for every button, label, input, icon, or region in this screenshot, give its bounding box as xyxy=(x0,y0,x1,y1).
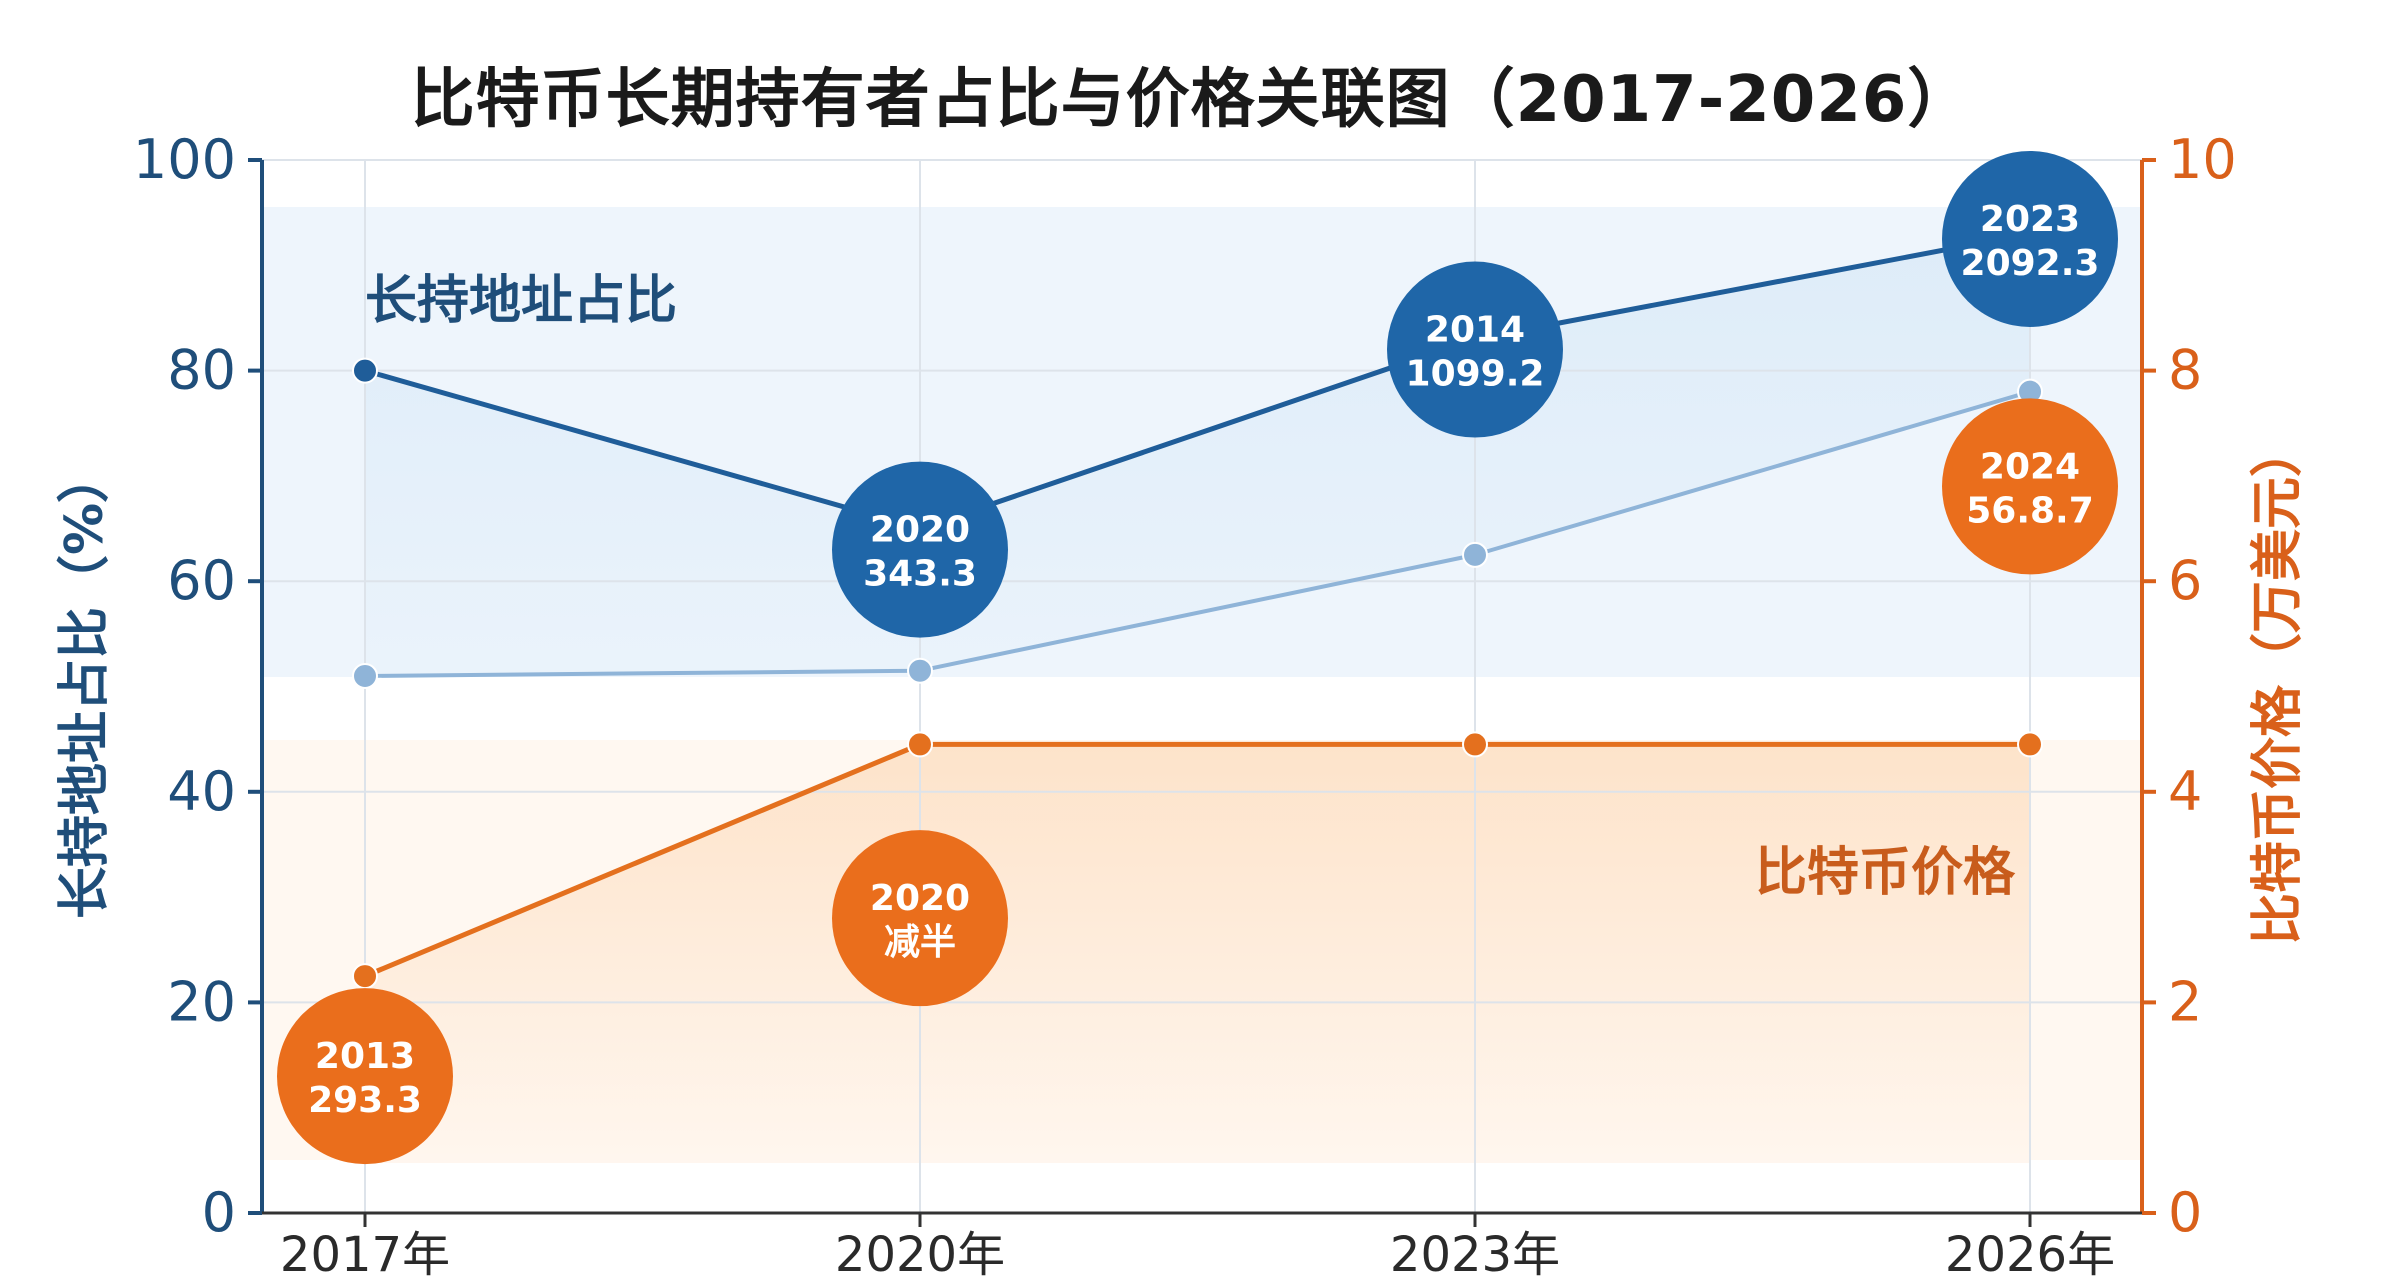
x-tick-label-1: 2020年 xyxy=(835,1227,1005,1279)
series-2-point-3 xyxy=(2017,731,2043,758)
price-area-fill xyxy=(365,744,2030,1163)
annotation-line1-2: 2023 xyxy=(1980,199,2080,240)
annotation-line1-3: 2024 xyxy=(1980,446,2080,487)
chart-title: 比特币长期持有者占比与价格关联图（2017-2026） xyxy=(410,63,1973,137)
share-area-fill xyxy=(365,233,2030,676)
right-axis-label: 比特币价格（万美元） xyxy=(2248,425,2308,945)
annotation-line1-5: 2013 xyxy=(315,1036,415,1077)
x-tick-label-2: 2023年 xyxy=(1390,1227,1560,1279)
annotation-line2-0: 343.3 xyxy=(863,554,977,595)
series-2-point-0 xyxy=(352,963,378,990)
left-tick-label-3: 60 xyxy=(167,549,236,612)
tick-labels: 0 20 40 60 80 100 0 2 4 6 8 10 2017年 2020年 2023年 2026年 xyxy=(133,128,2237,1279)
price-series-label: 比特币价格 xyxy=(1755,843,2016,903)
series-2-point-2 xyxy=(1462,731,1488,758)
series-0-point-0 xyxy=(352,357,378,384)
annotation-bubble-5 xyxy=(277,988,453,1165)
annotation-line2-1: 1099.2 xyxy=(1406,354,1545,395)
series-lines xyxy=(364,231,2031,979)
axes xyxy=(248,158,2156,1227)
series-1-point-2 xyxy=(1462,541,1488,568)
left-tick-label-1: 20 xyxy=(167,970,236,1033)
annotation-line1-4: 2020 xyxy=(870,878,970,919)
annotation-bubble-4 xyxy=(832,830,1008,1007)
x-tick-label-3: 2026年 xyxy=(1945,1227,2115,1279)
right-tick-label-2: 4 xyxy=(2168,760,2202,823)
annotation-bubble-0 xyxy=(832,461,1008,638)
annotation-bubble-3 xyxy=(1942,398,2118,575)
annotation-line2-2: 2092.3 xyxy=(1961,243,2100,284)
left-tick-label-4: 80 xyxy=(167,339,236,402)
left-tick-label-2: 40 xyxy=(167,760,236,823)
series-line-2 xyxy=(364,741,2030,979)
left-tick-label-0: 0 xyxy=(202,1181,236,1244)
right-tick-label-1: 2 xyxy=(2168,970,2202,1033)
annotation-bubbles: 2020343.320141099.220232092.3202456.8.72… xyxy=(277,150,2118,1165)
annotation-line2-4: 减半 xyxy=(884,922,956,963)
annotation-bubble-2 xyxy=(1942,150,2118,327)
annotation-line2-3: 56.8.7 xyxy=(1966,490,2094,531)
annotation-line1-1: 2014 xyxy=(1425,310,1525,351)
right-tick-label-0: 0 xyxy=(2168,1181,2202,1244)
right-tick-label-5: 10 xyxy=(2168,128,2237,191)
annotation-bubble-1 xyxy=(1387,261,1563,438)
right-tick-label-4: 8 xyxy=(2168,339,2202,402)
series-line-0 xyxy=(364,231,2031,532)
left-tick-label-5: 100 xyxy=(133,128,236,191)
annotation-line2-5: 293.3 xyxy=(308,1080,422,1121)
series-1-point-1 xyxy=(907,657,933,684)
series-1-point-0 xyxy=(352,662,378,689)
right-tick-label-3: 6 xyxy=(2168,549,2202,612)
series-line-1 xyxy=(364,389,2031,678)
share-series-label: 长持地址占比 xyxy=(365,271,677,331)
left-axis-label: 长持地址占比（%） xyxy=(55,451,115,919)
x-tick-label-0: 2017年 xyxy=(280,1227,450,1279)
series-2-point-1 xyxy=(907,731,933,758)
annotation-line1-0: 2020 xyxy=(870,510,970,551)
